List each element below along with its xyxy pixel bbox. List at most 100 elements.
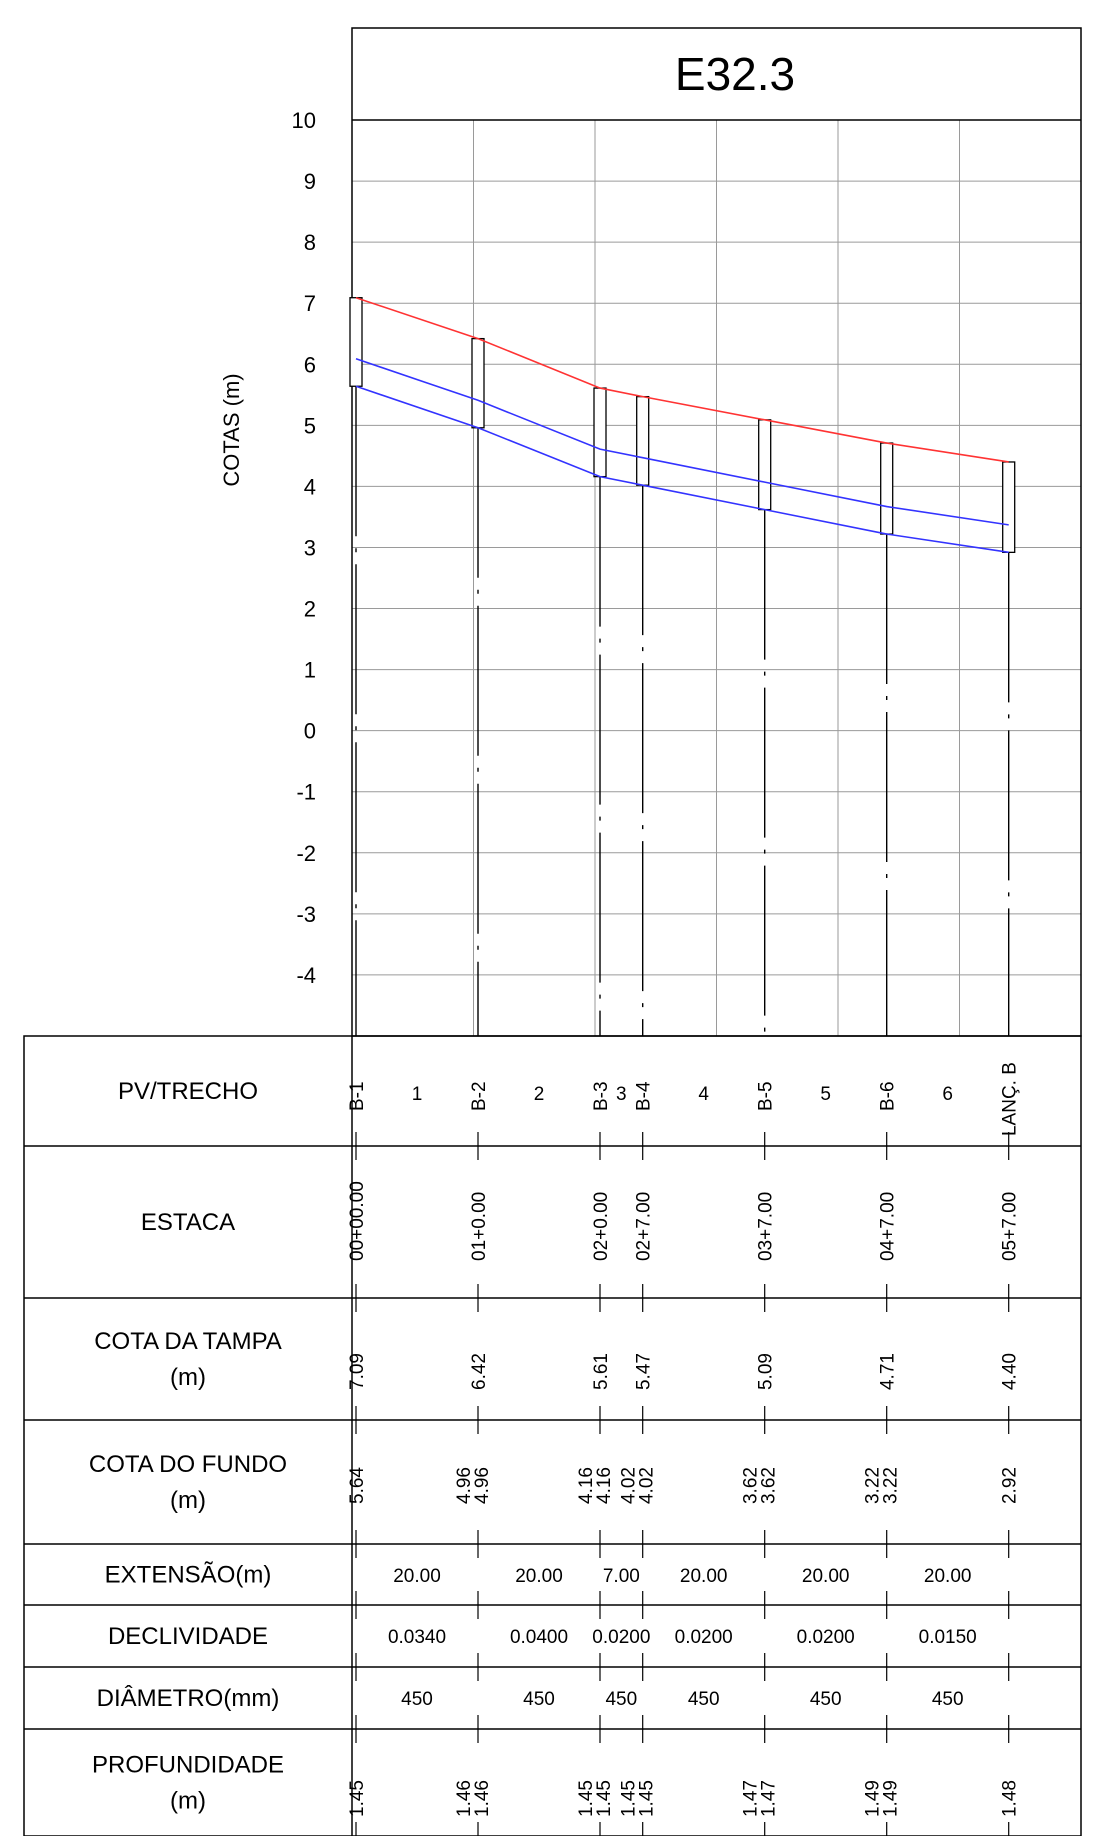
declividade-value: 0.0400: [510, 1627, 568, 1648]
diametro-value: 450: [932, 1689, 964, 1710]
profundidade-value: 1.48: [1000, 1780, 1021, 1817]
estaca-value: 02+0.00: [591, 1192, 612, 1261]
manhole: [471, 337, 485, 429]
declividade-value: 0.0200: [592, 1627, 650, 1648]
trecho-label: 5: [820, 1084, 831, 1105]
cota-fundo-value: 3.62: [741, 1467, 762, 1504]
manhole: [636, 395, 650, 486]
pv-label: B-2: [469, 1081, 490, 1111]
cota-tampa-value: 4.40: [1000, 1353, 1021, 1390]
cota-tampa-value: 5.61: [591, 1353, 612, 1390]
profundidade-value: 1.47: [759, 1780, 780, 1817]
y-tick-label: 9: [304, 169, 316, 194]
row-label: PROFUNDIDADE: [92, 1752, 284, 1779]
estaca-value: 04+7.00: [878, 1192, 899, 1261]
manhole: [880, 442, 894, 535]
y-tick-label: 4: [304, 474, 316, 499]
profundidade-value: 1.45: [576, 1780, 597, 1817]
cota-fundo-value: 3.62: [759, 1467, 780, 1504]
y-tick-label: -4: [296, 963, 316, 988]
profundidade-value: 1.45: [619, 1780, 640, 1817]
diametro-value: 450: [688, 1689, 720, 1710]
profundidade-value: 1.45: [347, 1780, 368, 1817]
pv-label: B-4: [634, 1081, 655, 1111]
profundidade-value: 1.45: [637, 1780, 658, 1817]
extensao-value: 20.00: [680, 1566, 728, 1587]
row-label: (m): [170, 1788, 206, 1815]
trecho-label: 4: [698, 1084, 709, 1105]
manhole: [349, 297, 363, 387]
cota-fundo-value: 5.64: [347, 1467, 368, 1504]
y-axis-label: COTAS (m): [219, 373, 244, 486]
profile-line-geratriz-superior: [355, 358, 1009, 526]
row-label: DECLIVIDADE: [108, 1623, 268, 1650]
y-tick-label: 2: [304, 597, 316, 622]
estaca-value: 05+7.00: [1000, 1192, 1021, 1261]
cota-fundo-value: 4.02: [619, 1467, 640, 1504]
y-tick-label: 1: [304, 658, 316, 683]
trecho-label: 2: [534, 1084, 545, 1105]
y-tick-label: 7: [304, 291, 316, 316]
cota-tampa-value: 5.09: [756, 1353, 777, 1390]
y-tick-label: -2: [296, 841, 316, 866]
y-tick-label: 0: [304, 719, 316, 744]
row-label: PV/TRECHO: [118, 1078, 258, 1105]
cota-tampa-value: 4.71: [878, 1353, 899, 1390]
profundidade-value: 1.49: [863, 1780, 884, 1817]
profile-lines: [355, 296, 1009, 554]
declividade-value: 0.0200: [797, 1627, 855, 1648]
trecho-label: 3: [616, 1084, 627, 1105]
manhole: [1002, 461, 1016, 554]
extensao-value: 20.00: [515, 1566, 563, 1587]
profundidade-value: 1.45: [594, 1780, 615, 1817]
diametro-value: 450: [810, 1689, 842, 1710]
cota-tampa-value: 5.47: [634, 1353, 655, 1390]
y-tick-label: 3: [304, 535, 316, 560]
trecho-label: 1: [412, 1084, 423, 1105]
y-tick-label: -3: [296, 902, 316, 927]
pv-label: B-1: [347, 1081, 368, 1111]
row-label: COTA DO FUNDO: [89, 1451, 287, 1478]
estaca-value: 02+7.00: [634, 1192, 655, 1261]
cota-tampa-value: 6.42: [469, 1353, 490, 1390]
extensao-value: 20.00: [802, 1566, 850, 1587]
profile-line-terreno: [355, 296, 1009, 463]
profundidade-value: 1.49: [881, 1780, 902, 1817]
trecho-label: 6: [942, 1084, 953, 1105]
y-tick-label: 6: [304, 352, 316, 377]
cota-fundo-value: 4.16: [594, 1467, 615, 1504]
y-tick-label: 8: [304, 230, 316, 255]
cota-fundo-value: 4.16: [576, 1467, 597, 1504]
cota-fundo-value: 4.02: [637, 1467, 658, 1504]
extensao-value: 7.00: [603, 1566, 640, 1587]
cota-fundo-value: 4.96: [454, 1467, 475, 1504]
profundidade-value: 1.46: [454, 1780, 475, 1817]
extensao-value: 20.00: [924, 1566, 972, 1587]
manholes: [349, 297, 1016, 1036]
elevation-grid: [352, 119, 1081, 1037]
pv-label: B-6: [878, 1081, 899, 1111]
declividade-value: 0.0200: [675, 1627, 733, 1648]
row-label: (m): [170, 1487, 206, 1514]
cota-fundo-value: 2.92: [1000, 1467, 1021, 1504]
profundidade-value: 1.46: [472, 1780, 493, 1817]
declividade-value: 0.0340: [388, 1627, 446, 1648]
estaca-value: 01+0.00: [469, 1192, 490, 1261]
manhole: [758, 419, 772, 511]
pv-label: B-5: [756, 1081, 777, 1111]
estaca-value: 00+00.00: [347, 1181, 368, 1261]
diametro-value: 450: [523, 1689, 555, 1710]
manhole: [593, 387, 607, 478]
cota-fundo-value: 4.96: [472, 1467, 493, 1504]
row-label: DIÂMETRO(mm): [97, 1685, 280, 1712]
diametro-value: 450: [605, 1689, 637, 1710]
row-label: EXTENSÃO(m): [105, 1562, 272, 1589]
cota-tampa-value: 7.09: [347, 1353, 368, 1390]
cota-fundo-value: 3.22: [881, 1467, 902, 1504]
row-label: (m): [170, 1364, 206, 1391]
row-label: ESTACA: [141, 1209, 235, 1236]
extensao-value: 20.00: [393, 1566, 441, 1587]
data-table: PV/TRECHO ESTACA COTA DA TAMPA (m) COTA DO F…: [23, 1035, 1082, 1836]
cota-fundo-value: 3.22: [863, 1467, 884, 1504]
